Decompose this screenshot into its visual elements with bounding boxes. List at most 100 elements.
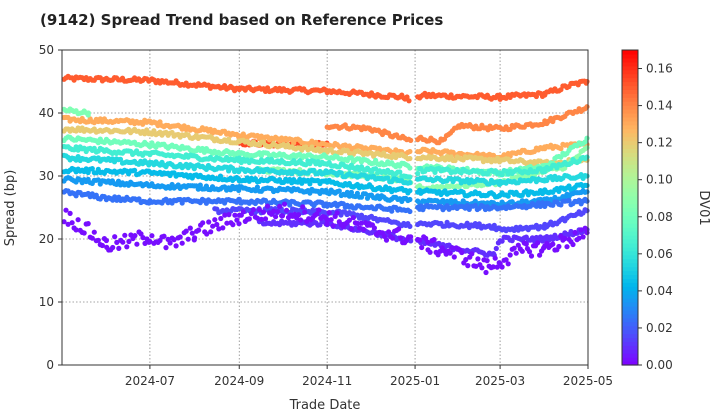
- data-point: [132, 233, 138, 239]
- plot-frame: [61, 49, 589, 366]
- data-point: [197, 182, 203, 188]
- colorbar-segment: [622, 361, 638, 366]
- colorbar-segment: [622, 179, 638, 185]
- data-point: [558, 146, 564, 152]
- colorbar-segment: [622, 215, 638, 220]
- colorbar-segment: [622, 270, 638, 276]
- data-point: [204, 231, 210, 237]
- data-point: [226, 212, 232, 218]
- data-point: [63, 207, 69, 213]
- data-point: [348, 155, 354, 161]
- series-9: [61, 152, 590, 187]
- data-point: [142, 240, 148, 246]
- colorbar-segment: [622, 81, 638, 87]
- colorbar-segment: [622, 85, 638, 90]
- data-point: [398, 235, 404, 241]
- data-point: [91, 229, 97, 235]
- colorbar-segment: [622, 254, 638, 260]
- data-point: [226, 168, 232, 174]
- colorbar-segment: [622, 298, 638, 303]
- data-point: [258, 216, 264, 222]
- data-point: [297, 176, 303, 182]
- data-point: [449, 245, 455, 251]
- colorbar-segment: [622, 290, 638, 295]
- colorbar-segment: [622, 262, 638, 268]
- data-point: [356, 225, 362, 231]
- data-point: [120, 239, 126, 245]
- data-point: [203, 166, 209, 172]
- colorbar-segment: [622, 53, 638, 59]
- colorbar-segment: [622, 199, 638, 205]
- data-point: [373, 145, 379, 151]
- data-point: [425, 239, 431, 245]
- data-point: [81, 230, 87, 236]
- data-point: [423, 235, 429, 241]
- colorbar-segment: [622, 313, 638, 319]
- colorbar-segment: [622, 219, 638, 224]
- data-point: [505, 261, 511, 267]
- data-point: [407, 208, 413, 215]
- data-point: [537, 234, 544, 240]
- data-point: [346, 217, 352, 223]
- data-point: [464, 203, 470, 209]
- colorbar-segment: [622, 223, 638, 228]
- colorbar-tick-label: 0.06: [646, 247, 673, 261]
- colorbar-segment: [622, 250, 638, 256]
- colorbar-segment: [622, 93, 638, 98]
- data-point: [224, 220, 230, 226]
- colorbar-segment: [622, 73, 638, 79]
- data-point: [535, 240, 541, 246]
- data-point: [167, 240, 173, 246]
- data-point: [566, 197, 572, 204]
- data-point: [300, 204, 306, 210]
- data-point: [116, 245, 122, 251]
- data-point: [262, 216, 269, 222]
- data-point: [350, 215, 356, 221]
- series-15: [61, 201, 590, 276]
- data-point: [140, 235, 146, 241]
- data-point: [254, 215, 260, 221]
- data-point: [407, 174, 413, 180]
- data-point: [519, 248, 525, 254]
- data-point: [73, 227, 79, 233]
- data-point: [407, 155, 413, 162]
- data-point: [163, 245, 169, 251]
- data-point: [493, 245, 499, 252]
- data-point: [431, 237, 437, 243]
- data-point: [248, 211, 254, 217]
- data-point: [584, 145, 590, 151]
- x-tick-label: 2024-07: [125, 374, 175, 388]
- data-point: [419, 244, 425, 251]
- colorbar-segment: [622, 183, 638, 189]
- colorbar-segment: [622, 101, 638, 106]
- data-point: [330, 223, 336, 229]
- data-point: [407, 223, 413, 229]
- data-point: [206, 219, 212, 225]
- data-point: [451, 254, 457, 260]
- colorbar-segment: [622, 140, 638, 146]
- colorbar-segment: [622, 50, 638, 55]
- data-point: [181, 123, 187, 129]
- colorbar-segment: [622, 187, 638, 193]
- series-1: [324, 104, 590, 146]
- data-point: [475, 256, 481, 262]
- data-point: [544, 240, 550, 247]
- data-point: [260, 209, 267, 215]
- series-8: [61, 143, 590, 180]
- data-point: [147, 144, 153, 150]
- data-point: [218, 215, 224, 222]
- data-point: [75, 154, 81, 160]
- data-point: [210, 223, 216, 229]
- colorbar-segment: [622, 231, 638, 236]
- data-point: [492, 255, 498, 261]
- data-point: [314, 211, 320, 217]
- x-tick-label: 2025-05: [563, 374, 613, 388]
- data-point: [472, 198, 478, 204]
- data-point: [200, 220, 206, 226]
- colorbar-segment: [622, 77, 638, 83]
- colorbar-segment: [622, 345, 638, 350]
- data-point: [173, 243, 179, 249]
- colorbar-segment: [622, 65, 638, 71]
- y-tick-label: 50: [39, 43, 54, 57]
